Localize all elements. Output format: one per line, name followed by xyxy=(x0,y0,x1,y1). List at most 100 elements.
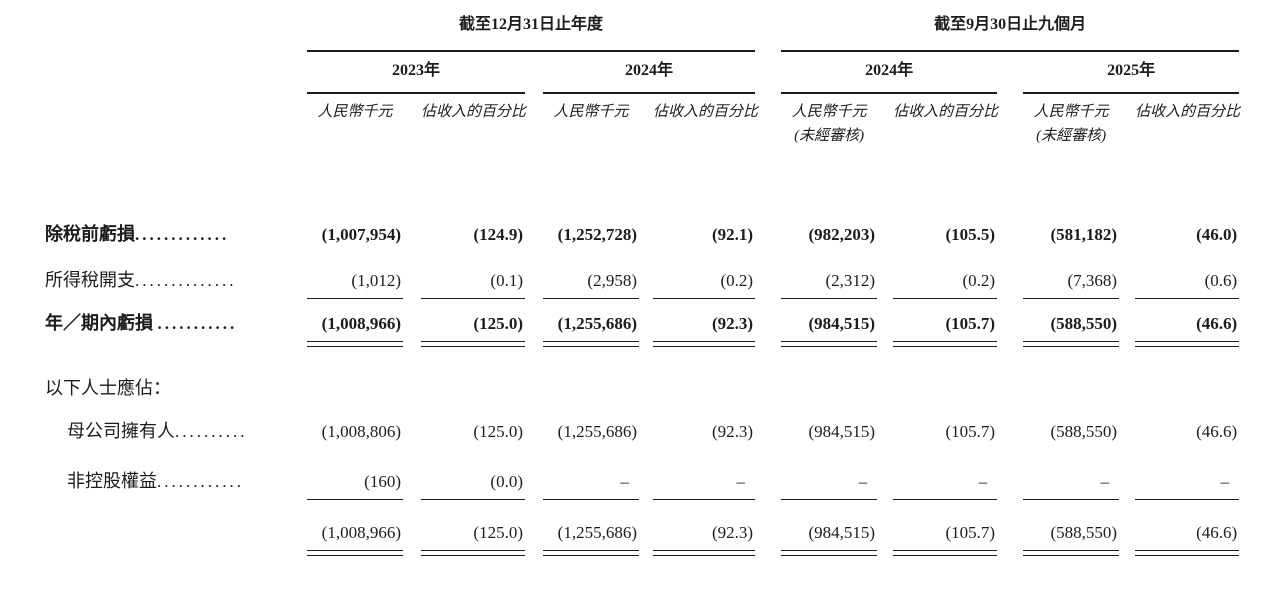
single-rule xyxy=(781,493,878,500)
spacer xyxy=(1119,292,1135,299)
row-income-tax-expense: 所得稅開支.............. (1,012) (0.1) (2,958… xyxy=(45,246,1239,292)
double-rule xyxy=(893,544,998,556)
spacer xyxy=(755,335,781,347)
period-group-header-annual: 截至12月31日止年度 xyxy=(307,8,756,52)
spacer xyxy=(997,544,1023,556)
double-rule xyxy=(543,335,639,347)
spacer xyxy=(525,516,543,544)
spacer xyxy=(45,493,307,500)
row-attributable-total: (1,008,966) (125.0) (1,255,686) (92.3) (… xyxy=(45,516,1239,544)
spacer xyxy=(525,299,543,335)
spacer xyxy=(877,202,893,246)
row-label: 年／期內虧損 ........... xyxy=(45,313,238,333)
spacer xyxy=(45,500,1239,516)
value-cell: (1,255,686) xyxy=(557,422,637,441)
spacer xyxy=(1119,516,1135,544)
spacer xyxy=(45,8,307,52)
value-cell: (105.5) xyxy=(945,225,996,244)
spacer xyxy=(755,465,781,493)
spacer xyxy=(403,292,421,299)
value-cell: (7,368) xyxy=(1067,271,1118,290)
single-rule xyxy=(1023,292,1120,299)
spacer xyxy=(877,493,893,500)
single-rule xyxy=(421,292,525,299)
spacer xyxy=(755,94,781,146)
spacer xyxy=(525,465,543,493)
row-loss-for-period: 年／期內虧損 ........... (1,008,966) (125.0) (… xyxy=(45,299,1239,335)
year-header-2025-9m: 2025年 xyxy=(1023,52,1240,94)
spacer xyxy=(755,202,781,246)
column-header-percent: 佔收入的百分比 xyxy=(1135,104,1241,120)
spacer xyxy=(1119,415,1135,443)
spacer xyxy=(877,415,893,443)
spacer xyxy=(1119,94,1135,146)
column-header-amount: 人民幣千元 (未經審核) xyxy=(781,94,877,146)
value-cell: (1,255,686) xyxy=(557,314,637,333)
spacer xyxy=(877,94,893,146)
spacer xyxy=(403,246,421,292)
double-rule xyxy=(421,335,525,347)
value-cell: (2,958) xyxy=(587,271,637,290)
spacer xyxy=(877,246,893,292)
spacer xyxy=(877,544,893,556)
value-cell: – xyxy=(1220,472,1230,491)
column-header-percent: 佔收入的百分比 xyxy=(653,104,759,120)
dot-leader: ............ xyxy=(157,472,244,491)
value-cell: (1,012) xyxy=(351,271,401,290)
value-cell: (46.6) xyxy=(1196,314,1238,333)
period-group-header-nine-months: 截至9月30日止九個月 xyxy=(781,8,1240,52)
spacer xyxy=(877,335,893,347)
rule-row-single xyxy=(45,292,1240,299)
single-rule xyxy=(307,493,403,500)
value-cell: (1,008,966) xyxy=(321,523,401,542)
spacer xyxy=(997,465,1023,493)
rule-row-double xyxy=(45,335,1240,347)
double-rule xyxy=(653,544,756,556)
spacer xyxy=(639,292,653,299)
spacer xyxy=(639,465,653,493)
single-rule xyxy=(893,493,998,500)
value-cell: (125.0) xyxy=(473,314,523,333)
column-header-amount: 人民幣千元 (未經審核) xyxy=(1023,94,1119,146)
attributable-heading: 以下人士應佔： xyxy=(45,378,171,398)
value-cell: (581,182) xyxy=(1050,225,1118,244)
value-cell: (125.0) xyxy=(473,523,523,542)
row-owners-of-parent: 母公司擁有人.......... (1,008,806) (125.0) (1,… xyxy=(45,415,1239,443)
column-header-row: 人民幣千元 佔收入的百分比 人民幣千元 佔收入的百分比 人民幣千元 (未經審核) … xyxy=(45,94,1241,146)
value-cell: (105.7) xyxy=(945,523,996,542)
spacer xyxy=(997,202,1023,246)
double-rule xyxy=(653,335,756,347)
value-cell: (1,252,728) xyxy=(557,225,637,244)
spacer xyxy=(1119,544,1135,556)
double-rule xyxy=(781,335,878,347)
spacer xyxy=(1119,493,1135,500)
spacer xyxy=(525,415,543,443)
double-rule xyxy=(781,544,878,556)
spacer-row xyxy=(45,347,1239,373)
year-header-row: 2023年 2024年 2024年 2025年 xyxy=(45,52,1240,94)
spacer xyxy=(755,246,781,292)
year-header-2023: 2023年 xyxy=(307,52,525,94)
row-label: 所得稅開支.............. xyxy=(45,270,237,290)
row-attributable-heading: 以下人士應佔： xyxy=(45,373,1239,399)
double-rule xyxy=(1135,335,1240,347)
spacer xyxy=(639,299,653,335)
spacer xyxy=(755,493,781,500)
value-cell: (1,008,966) xyxy=(321,314,401,333)
single-rule xyxy=(781,292,878,299)
dot-leader: .......... xyxy=(175,422,248,441)
value-cell: (46.6) xyxy=(1196,523,1238,542)
spacer xyxy=(997,94,1023,146)
column-header-percent: 佔收入的百分比 xyxy=(893,104,999,120)
spacer xyxy=(639,202,653,246)
value-cell: – xyxy=(736,472,746,491)
value-cell: (0.6) xyxy=(1204,271,1238,290)
column-header-percent: 佔收入的百分比 xyxy=(421,104,527,120)
spacer xyxy=(403,202,421,246)
value-cell: (984,515) xyxy=(808,523,876,542)
row-label: 除稅前虧損............. xyxy=(45,224,230,244)
spacer xyxy=(997,299,1023,335)
value-cell: (92.3) xyxy=(712,523,754,542)
spacer xyxy=(639,516,653,544)
row-non-controlling-interests: 非控股權益............ (160) (0.0) – – – – – … xyxy=(45,465,1239,493)
